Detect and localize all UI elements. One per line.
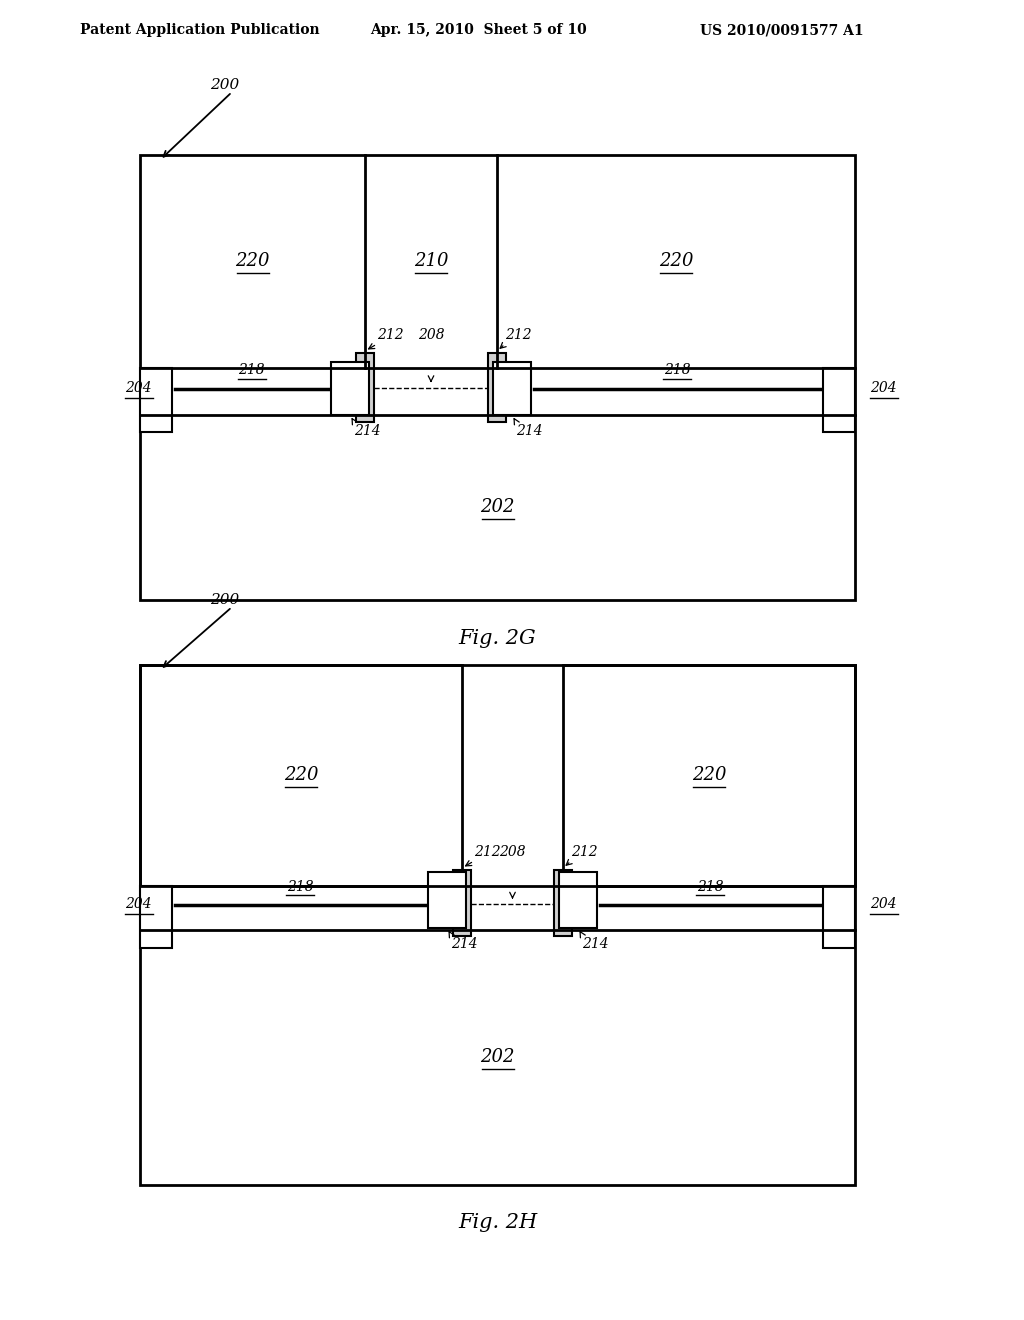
Bar [428,873,466,928]
Text: 210: 210 [414,252,449,271]
Text: 218: 218 [287,880,313,894]
Text: 220: 220 [658,252,693,271]
Text: 218: 218 [664,363,690,378]
Bar [140,154,855,601]
Text: 204: 204 [125,898,152,911]
Bar [140,886,172,948]
Bar [356,352,374,422]
Bar [331,362,369,414]
Text: 220: 220 [236,252,269,271]
Text: 214: 214 [516,424,543,438]
Text: Fig. 2G: Fig. 2G [459,628,537,648]
Bar [140,665,462,886]
Text: 202: 202 [480,1048,515,1067]
Text: 220: 220 [284,767,318,784]
Text: 200: 200 [210,78,240,92]
Text: 204: 204 [870,380,897,395]
Text: 204: 204 [125,380,152,395]
Bar [488,352,506,422]
Bar [559,873,597,928]
Bar [140,665,855,1185]
Text: 214: 214 [582,937,608,950]
Bar [493,362,531,414]
Text: Fig. 2H: Fig. 2H [458,1213,538,1233]
Bar [563,665,855,886]
Bar [823,368,855,432]
Text: 208: 208 [499,845,525,859]
Text: 212: 212 [377,327,403,342]
Text: 212: 212 [474,845,501,859]
Text: 218: 218 [239,363,265,378]
Bar [554,870,572,936]
Text: 204: 204 [870,898,897,911]
Text: 218: 218 [696,880,723,894]
Text: 200: 200 [210,593,240,607]
Text: 214: 214 [451,937,477,950]
Text: Apr. 15, 2010  Sheet 5 of 10: Apr. 15, 2010 Sheet 5 of 10 [370,22,587,37]
Bar [140,368,172,432]
Bar [823,886,855,948]
Text: 220: 220 [692,767,726,784]
Text: 212: 212 [505,327,531,342]
Text: 208: 208 [418,327,444,342]
Text: Patent Application Publication: Patent Application Publication [80,22,319,37]
Text: 202: 202 [480,499,515,516]
Text: US 2010/0091577 A1: US 2010/0091577 A1 [700,22,863,37]
Text: 214: 214 [354,424,381,438]
Text: 212: 212 [571,845,598,859]
Bar [453,870,471,936]
